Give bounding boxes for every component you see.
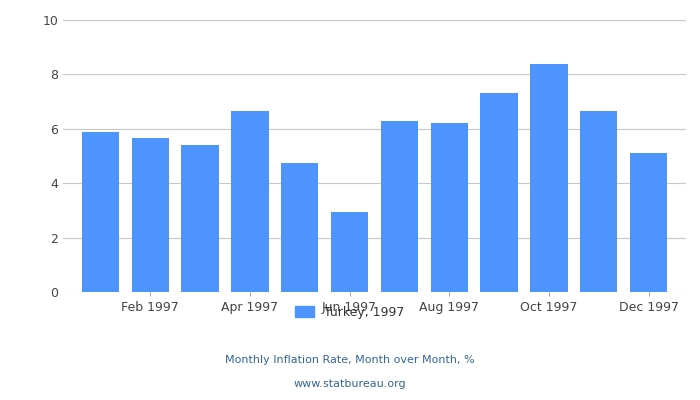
Bar [181,145,218,292]
Bar [281,163,318,292]
Text: www.statbureau.org: www.statbureau.org [294,379,406,389]
Legend: Turkey, 1997: Turkey, 1997 [290,301,410,324]
Bar [580,111,617,292]
Bar [430,123,468,292]
Bar [132,138,169,292]
Bar [82,132,119,292]
Bar [630,153,667,292]
Bar [331,212,368,292]
Bar [531,64,568,292]
Bar [381,121,418,292]
Bar [480,94,518,292]
Text: Monthly Inflation Rate, Month over Month, %: Monthly Inflation Rate, Month over Month… [225,355,475,365]
Bar [231,111,269,292]
